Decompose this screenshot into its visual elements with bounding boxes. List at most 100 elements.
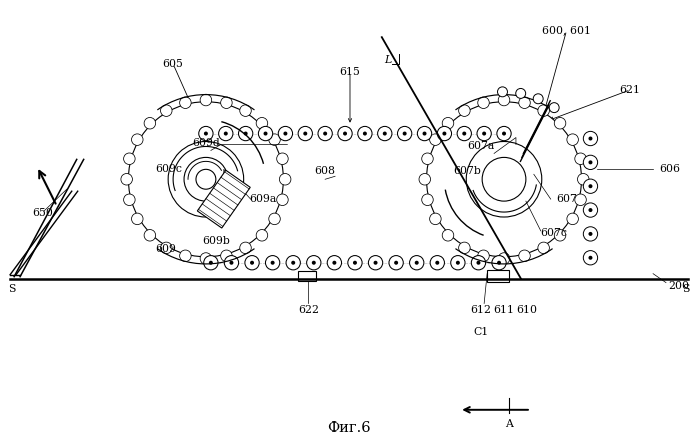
Text: 607: 607 <box>556 194 577 204</box>
Circle shape <box>200 94 211 106</box>
Circle shape <box>584 250 597 265</box>
Circle shape <box>538 105 549 116</box>
Circle shape <box>443 131 447 135</box>
Circle shape <box>519 97 530 108</box>
Text: 612: 612 <box>470 306 491 315</box>
Circle shape <box>258 127 273 141</box>
Circle shape <box>403 131 407 135</box>
Circle shape <box>378 127 392 141</box>
Circle shape <box>443 229 454 241</box>
Circle shape <box>498 94 510 106</box>
Circle shape <box>271 261 274 265</box>
Text: 609a: 609a <box>249 194 276 204</box>
Circle shape <box>144 229 156 241</box>
Circle shape <box>477 250 489 262</box>
Circle shape <box>588 161 593 164</box>
Text: 607b: 607b <box>453 166 481 176</box>
Circle shape <box>588 137 593 141</box>
Circle shape <box>462 131 466 135</box>
Circle shape <box>567 213 579 224</box>
Text: 621: 621 <box>620 85 641 95</box>
Circle shape <box>221 250 232 262</box>
Circle shape <box>244 131 248 135</box>
Circle shape <box>327 256 341 270</box>
Circle shape <box>209 261 213 265</box>
Circle shape <box>265 256 280 270</box>
Text: S: S <box>8 284 16 294</box>
Circle shape <box>256 117 268 129</box>
Circle shape <box>430 213 441 224</box>
Circle shape <box>279 173 291 185</box>
Circle shape <box>588 256 593 260</box>
Circle shape <box>584 203 597 217</box>
Circle shape <box>353 261 357 265</box>
Circle shape <box>204 131 208 135</box>
Text: S: S <box>682 284 690 294</box>
Circle shape <box>128 102 283 257</box>
Circle shape <box>584 179 597 193</box>
Text: 609: 609 <box>156 244 177 254</box>
Circle shape <box>519 250 530 262</box>
Circle shape <box>298 127 313 141</box>
Circle shape <box>224 256 239 270</box>
Circle shape <box>482 131 486 135</box>
Text: 607a: 607a <box>468 142 495 151</box>
Circle shape <box>224 131 228 135</box>
Circle shape <box>204 256 218 270</box>
Circle shape <box>123 96 289 262</box>
Circle shape <box>363 131 367 135</box>
Circle shape <box>497 261 501 265</box>
Circle shape <box>161 242 172 254</box>
Circle shape <box>422 131 426 135</box>
Circle shape <box>318 127 332 141</box>
Circle shape <box>200 253 211 264</box>
Circle shape <box>477 97 489 108</box>
Circle shape <box>196 169 216 189</box>
Circle shape <box>124 153 135 164</box>
Circle shape <box>436 261 439 265</box>
Circle shape <box>144 117 156 129</box>
Circle shape <box>269 134 281 146</box>
Circle shape <box>276 153 288 164</box>
Circle shape <box>131 213 143 224</box>
Bar <box>298 271 316 280</box>
Text: 609b: 609b <box>202 236 230 246</box>
Circle shape <box>218 127 233 141</box>
Text: 609c: 609c <box>156 164 183 174</box>
Circle shape <box>410 256 424 270</box>
Circle shape <box>422 153 433 164</box>
Circle shape <box>306 256 321 270</box>
Circle shape <box>421 96 587 262</box>
Text: 615: 615 <box>339 67 360 77</box>
Circle shape <box>415 261 419 265</box>
Circle shape <box>283 131 288 135</box>
Circle shape <box>124 194 135 206</box>
Text: 605: 605 <box>163 59 184 69</box>
Circle shape <box>286 256 300 270</box>
Circle shape <box>459 105 470 116</box>
Text: 610: 610 <box>517 306 537 315</box>
Circle shape <box>516 89 526 98</box>
Text: Фиг.6: Фиг.6 <box>327 421 371 435</box>
Circle shape <box>533 94 543 104</box>
Circle shape <box>567 134 579 146</box>
Circle shape <box>279 127 292 141</box>
Circle shape <box>471 256 486 270</box>
Circle shape <box>239 105 251 116</box>
Circle shape <box>588 184 593 188</box>
Circle shape <box>332 261 336 265</box>
Text: 606: 606 <box>660 164 681 174</box>
Circle shape <box>577 173 589 185</box>
Circle shape <box>426 102 581 257</box>
Circle shape <box>121 173 133 185</box>
Circle shape <box>312 261 315 265</box>
Circle shape <box>451 256 465 270</box>
Bar <box>487 270 509 282</box>
Text: C1: C1 <box>473 327 489 337</box>
Text: 609d: 609d <box>192 138 220 149</box>
Circle shape <box>394 261 398 265</box>
Circle shape <box>443 117 454 129</box>
Text: L: L <box>384 55 392 65</box>
Circle shape <box>184 157 228 201</box>
Circle shape <box>477 261 480 265</box>
